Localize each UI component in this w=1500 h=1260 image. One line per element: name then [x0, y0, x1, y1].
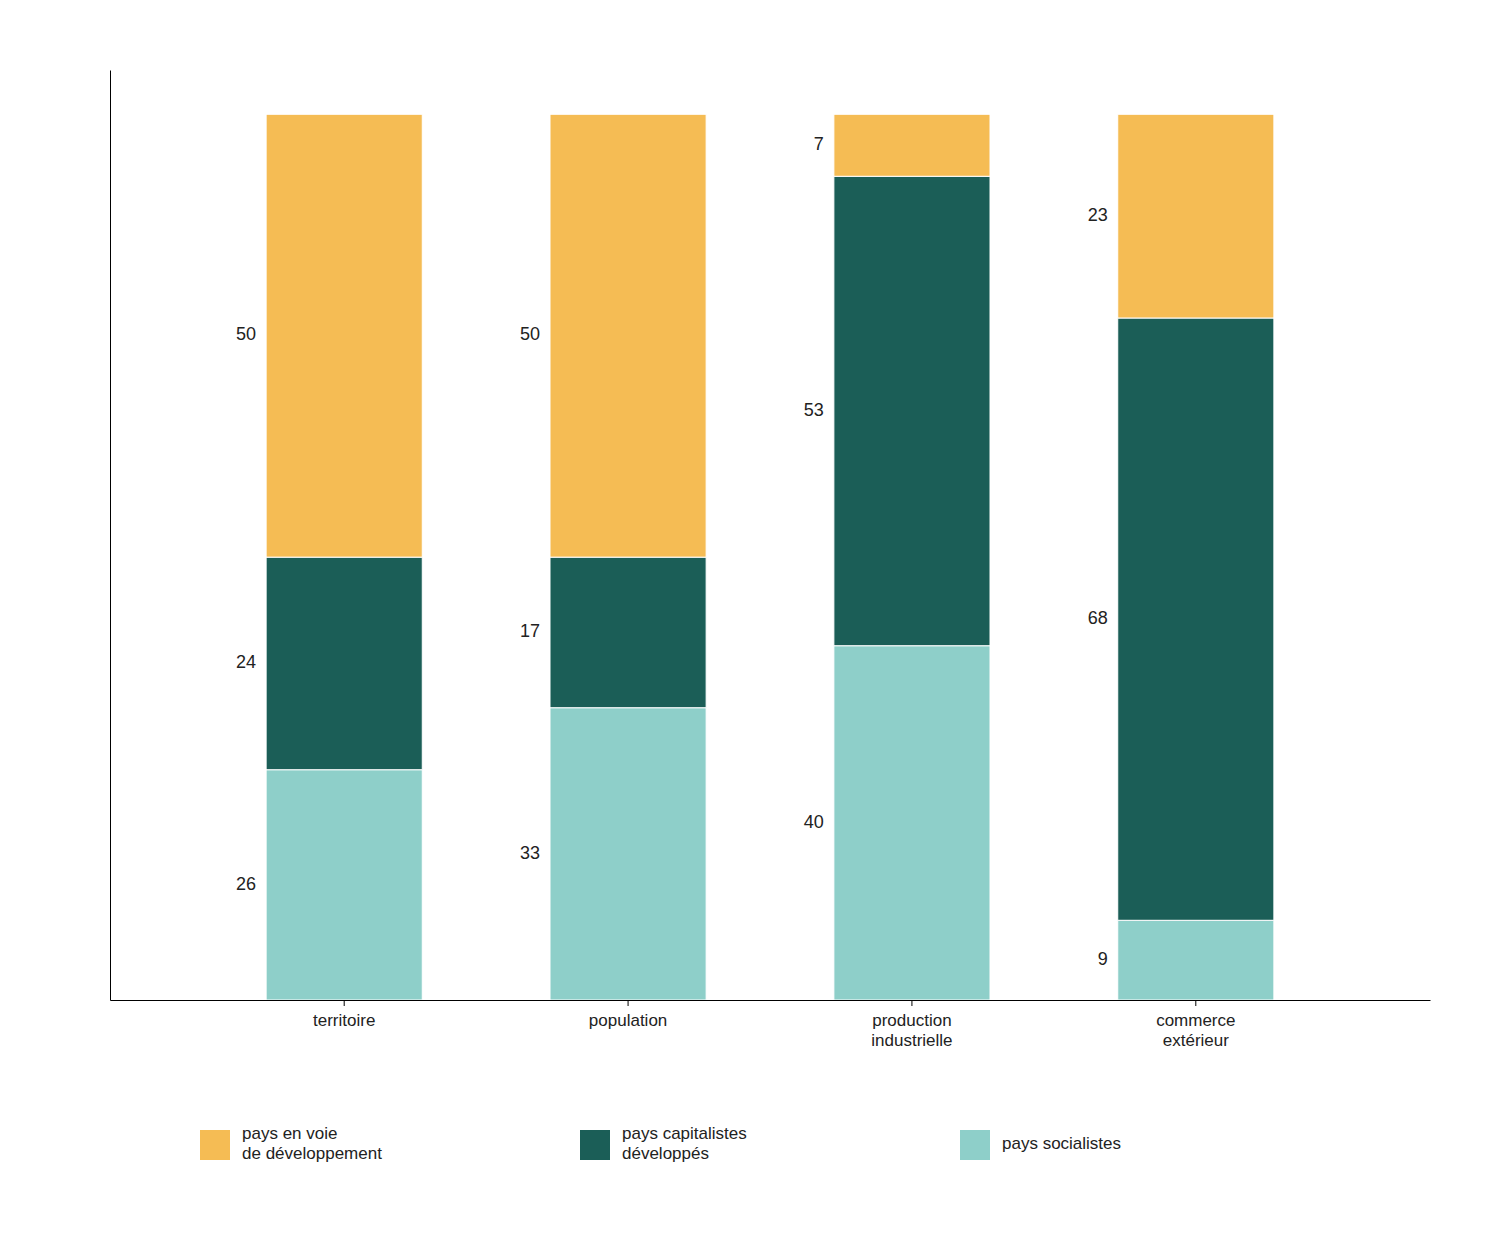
bar-segment	[266, 557, 422, 770]
data-label: 50	[520, 324, 540, 344]
x-tick-label: population	[589, 1011, 667, 1030]
x-axis-line	[111, 1000, 1431, 1001]
text-line: extérieur	[1163, 1031, 1229, 1050]
text-line: production	[872, 1011, 951, 1030]
bar-series	[266, 114, 1274, 557]
data-label: 17	[520, 621, 540, 641]
bar-segment	[266, 114, 422, 557]
bar-segment	[1118, 114, 1274, 318]
text-line: développés	[622, 1145, 709, 1164]
x-tick: territoire	[313, 1000, 375, 1030]
data-label: 40	[804, 812, 824, 832]
data-label: 23	[1088, 205, 1108, 225]
x-tick: commerceextérieur	[1156, 1000, 1235, 1050]
data-label: 53	[804, 400, 824, 420]
bar-segment	[834, 114, 990, 176]
legend-item: pays socialistes	[960, 1130, 1121, 1160]
x-tick: productionindustrielle	[871, 1000, 952, 1050]
x-tick-mark	[911, 1000, 912, 1006]
data-label: 26	[236, 874, 256, 894]
bar-segment	[550, 708, 706, 1000]
x-tick: population	[589, 1000, 667, 1030]
legend-label: pays en voie de développement	[242, 1124, 382, 1163]
x-tick-label: productionindustrielle	[871, 1011, 952, 1050]
x-tick-mark	[344, 1000, 345, 1006]
x-tick-mark	[1195, 1000, 1196, 1006]
x-tick-mark	[628, 1000, 629, 1006]
y-axis-line	[110, 71, 111, 1001]
text-line: territoire	[313, 1011, 375, 1030]
x-axis: territoire population productionindustriel…	[111, 1000, 1431, 1050]
legend-swatch	[580, 1130, 610, 1160]
text-line: industrielle	[871, 1031, 952, 1050]
data-label: 50	[236, 324, 256, 344]
legend-swatch	[960, 1130, 990, 1160]
legend: pays en voie de développement pays capital…	[200, 1124, 1121, 1163]
text-line: commerce	[1156, 1011, 1235, 1030]
text-line: de développement	[242, 1145, 382, 1164]
legend-item: pays capitalistes développés	[580, 1124, 747, 1163]
text-line: pays en voie	[242, 1124, 337, 1143]
y-axis	[110, 71, 111, 1001]
legend-swatch	[200, 1130, 230, 1160]
data-label: 68	[1088, 608, 1108, 628]
chart-container: 26 33 40 9 24 17 53 68 50 50 7 23 territoire populati…	[0, 0, 1500, 1260]
legend-item: pays en voie de développement	[200, 1124, 382, 1163]
data-label: 24	[236, 652, 256, 672]
bar-segment	[834, 176, 990, 645]
bar-segment	[1118, 920, 1274, 1000]
bars	[266, 114, 1274, 1000]
chart-svg: 26 33 40 9 24 17 53 68 50 50 7 23 territoire populati…	[0, 0, 1500, 1260]
text-line: population	[589, 1011, 667, 1030]
bar-segment	[834, 646, 990, 1000]
data-label: 33	[520, 843, 540, 863]
bar-segment	[550, 557, 706, 708]
legend-label: pays capitalistes développés	[622, 1124, 747, 1163]
legend-label: pays socialistes	[1002, 1134, 1121, 1153]
text-line: pays capitalistes	[622, 1124, 747, 1143]
data-label: 7	[814, 134, 824, 154]
x-tick-label: commerceextérieur	[1156, 1011, 1235, 1050]
bar-segment	[550, 114, 706, 557]
bar-segment	[266, 770, 422, 1000]
bar-segment	[1118, 318, 1274, 920]
x-tick-label: territoire	[313, 1011, 375, 1030]
data-label: 9	[1098, 949, 1108, 969]
data-labels: 26 33 40 9 24 17 53 68 50 50 7 23	[236, 134, 1108, 969]
text-line: pays socialistes	[1002, 1134, 1121, 1153]
plot-area: 26 33 40 9 24 17 53 68 50 50 7 23 territoire populati…	[111, 71, 1431, 1051]
